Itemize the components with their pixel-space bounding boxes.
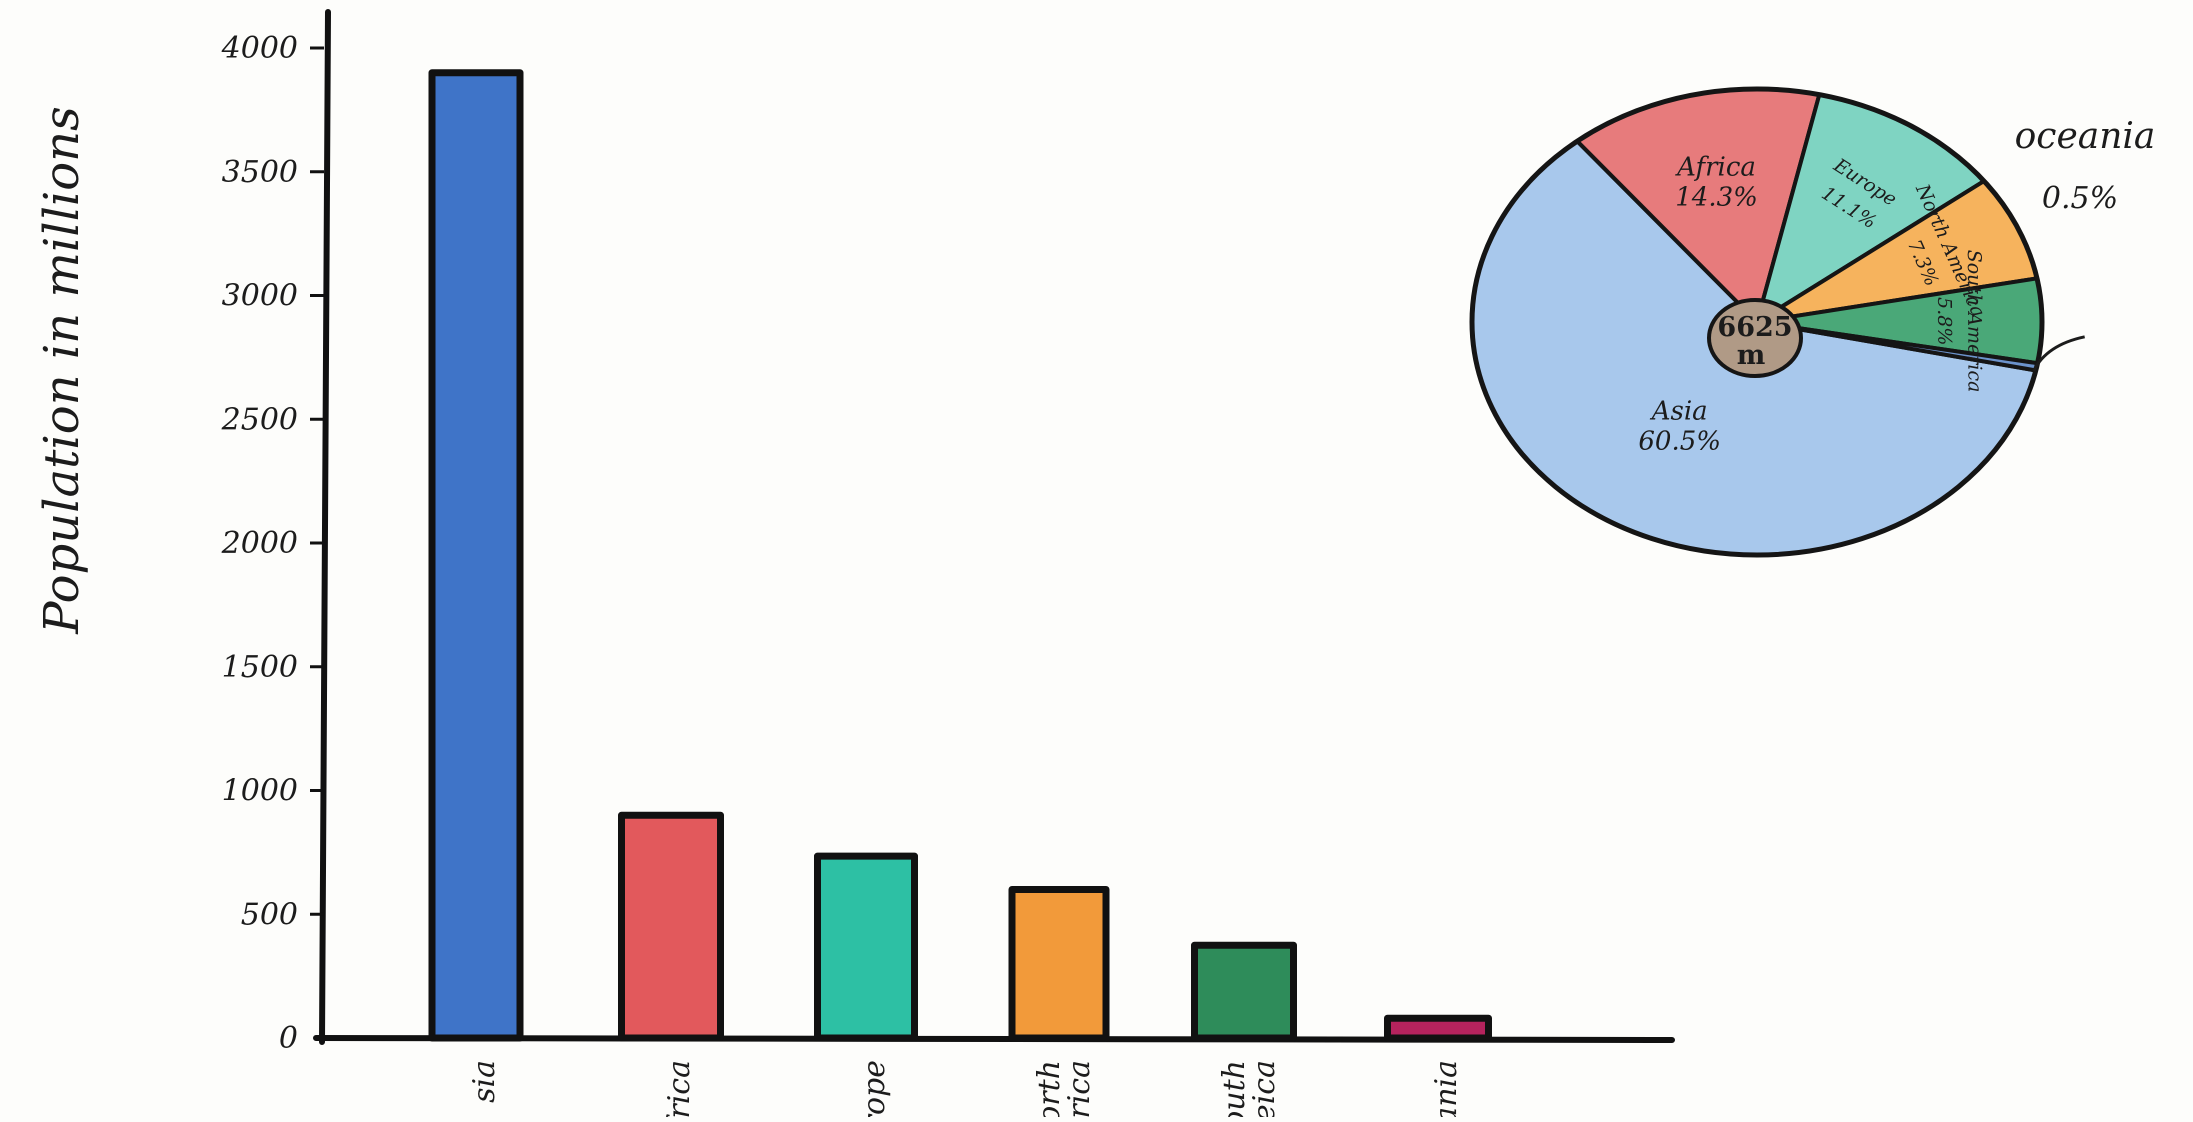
x-category-label-line: Ameica — [1247, 1060, 1282, 1117]
pie-outline — [1469, 86, 2045, 558]
x-category-label: Northmerica — [1032, 1060, 1097, 1122]
x-category-label-line: merica — [1062, 1060, 1097, 1117]
y-tick-label: 3500 — [222, 155, 298, 190]
x-category-label-text: urope — [857, 1060, 892, 1117]
y-tick-label: 3000 — [222, 279, 298, 314]
bar — [1191, 941, 1297, 1042]
y-tick-label: 2500 — [221, 402, 298, 437]
pie-slice-name: Africa — [1675, 152, 1756, 182]
y-axis-title: Population in millions — [34, 106, 90, 634]
x-category-label: urope — [857, 1060, 892, 1122]
x-category-label-text: sia — [467, 1060, 502, 1103]
x-category-label-text: ceania — [1429, 1060, 1464, 1117]
y-axis-line — [319, 9, 331, 1045]
pie-callout-line — [2032, 335, 2085, 372]
bar — [1008, 886, 1110, 1042]
bar — [618, 811, 724, 1042]
pie-slice-name: Asia — [1650, 396, 1708, 426]
x-category-label-line: North — [1032, 1060, 1067, 1117]
x-category-label: frica — [662, 1060, 697, 1122]
pie-slice-percent: 5.8% — [1933, 297, 1955, 345]
y-tick-label: 2000 — [221, 526, 298, 561]
x-category-label-text: Northmerica — [1032, 1060, 1097, 1117]
x-category-label: sia — [467, 1060, 502, 1103]
x-category-label-line: outh — [1217, 1060, 1252, 1117]
pie-slice-percent: 14.3% — [1675, 182, 1758, 212]
x-category-label-text: frica — [662, 1060, 697, 1117]
pie-center-label: m — [1737, 340, 1766, 371]
pie-callout-percent: 0.5% — [2042, 181, 2118, 216]
bar — [428, 69, 524, 1042]
pie-callout: oceania 0.5% — [2015, 116, 2156, 372]
bar-chart: 0 500 1000 1500 2000 2500 3000 3500 4000 Populati… — [34, 9, 1675, 1122]
y-tick-label: 1000 — [222, 774, 298, 809]
x-category-label: ceania — [1429, 1060, 1464, 1122]
x-category-label-text: outhAmeica — [1217, 1060, 1282, 1117]
pie-slice-name: South America — [1963, 250, 1986, 393]
x-category-label: outhAmeica — [1217, 1060, 1282, 1122]
pie-callout-name: oceania — [2015, 116, 2156, 157]
pie-center-label: 6625 — [1717, 312, 1792, 343]
y-tick-label: 1500 — [222, 650, 298, 685]
y-tick-label: 500 — [241, 897, 298, 932]
bar — [814, 852, 918, 1042]
pie-slice-label: South America 5.8% — [1933, 250, 1986, 393]
bar — [1384, 1014, 1492, 1042]
y-tick-label: 4000 — [221, 31, 298, 66]
pie-slice-percent: 60.5% — [1638, 426, 1721, 456]
y-tick-label: 0 — [279, 1021, 298, 1056]
pie-center-disc — [1707, 298, 1803, 378]
